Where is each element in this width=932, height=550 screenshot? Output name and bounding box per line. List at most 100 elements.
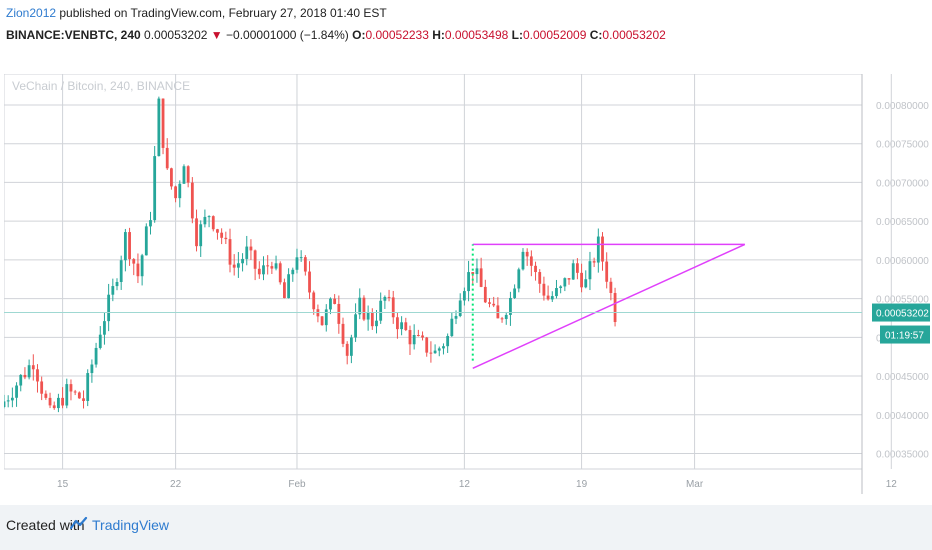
candle-body [580, 272, 583, 288]
candle-body [15, 385, 18, 398]
candle-body [446, 335, 450, 347]
candle-body [178, 183, 182, 199]
candle-body [379, 300, 383, 321]
candle-body [61, 397, 64, 406]
candle-body [161, 98, 165, 148]
candle-body [48, 397, 52, 406]
x-tick-label: 12 [886, 479, 898, 490]
candle-body [425, 337, 429, 353]
down-arrow-icon: ▼ [210, 28, 223, 42]
candle-body [220, 232, 224, 238]
candle-body [605, 261, 609, 282]
candle-body [575, 263, 579, 273]
candle-body [333, 298, 337, 304]
chart-frame[interactable]: 0.00080000 0.00075000 0.00070000 0.00065000… [2, 73, 932, 494]
candle-body [538, 272, 542, 284]
candle-body [241, 258, 244, 264]
candle-body [52, 405, 56, 409]
y-tick-label: 0.00045000 [876, 372, 929, 383]
candle-body [509, 297, 512, 315]
candle-body [27, 365, 31, 378]
candle-body [90, 364, 94, 374]
countdown-tag-label: 01:19:57 [885, 331, 924, 342]
plot-area[interactable] [3, 73, 863, 470]
candle-body [521, 251, 525, 270]
candle-body [266, 265, 270, 267]
candle-body [475, 268, 479, 275]
candle-body [303, 257, 307, 272]
candle-body [115, 282, 119, 287]
candle-body [82, 398, 85, 401]
candle-body [584, 279, 588, 288]
candle-body [563, 278, 567, 287]
candle-body [458, 300, 462, 317]
y-tick-label: 0.00075000 [876, 140, 929, 151]
candle-body [224, 237, 228, 240]
candle-body [400, 322, 404, 330]
candle-body [529, 256, 533, 266]
candle-body [592, 261, 596, 263]
candle-body [341, 323, 345, 344]
candle-body [270, 266, 274, 269]
candle-body [10, 397, 14, 401]
candle-body [40, 381, 44, 394]
candle-body [442, 346, 445, 349]
tradingview-logo-icon[interactable] [70, 515, 88, 533]
x-tick-label: 19 [576, 479, 588, 490]
candle-body [36, 369, 39, 382]
ohlc-line: BINANCE:VENBTC, 240 0.00053202 ▼ −0.0000… [6, 28, 926, 48]
candle-body [245, 246, 249, 259]
high-value: 0.00053498 [444, 28, 509, 42]
symbol-label[interactable]: BINANCE:VENBTC, 240 [6, 28, 141, 42]
candle-body [613, 292, 617, 323]
last-price-tag-label: 0.00053202 [876, 309, 929, 320]
candle-body [337, 303, 341, 324]
high-label: H: [432, 28, 445, 42]
candle-body [517, 269, 521, 289]
candle-body [504, 314, 508, 320]
candle-body [555, 288, 558, 297]
candle-body [320, 316, 324, 326]
candle-body [165, 147, 169, 169]
candle-body [588, 261, 592, 280]
candle-body [203, 216, 207, 225]
candle-body [111, 286, 115, 295]
x-tick-label: Feb [288, 479, 306, 490]
candle-body [153, 156, 157, 221]
author-link[interactable]: Zion2012 [6, 6, 57, 20]
candle-body [383, 296, 387, 301]
candle-body [433, 350, 437, 354]
candle-body [312, 292, 316, 310]
candle-body [274, 263, 278, 269]
candle-body [324, 309, 328, 326]
candle-body [467, 272, 470, 292]
candle-body [349, 337, 353, 356]
candle-body [44, 393, 48, 398]
y-tick-label: 0.00065000 [876, 217, 929, 228]
x-tick-label: Mar [686, 479, 704, 490]
candle-body [207, 216, 211, 218]
last-price-tag [872, 303, 932, 322]
tradingview-brand[interactable]: TradingView [92, 517, 170, 533]
candle-body [23, 374, 27, 378]
candle-body [488, 302, 491, 304]
candle-body [542, 283, 546, 296]
candle-body [408, 330, 412, 345]
published-text: published on TradingView.com, February 2… [56, 6, 387, 20]
candle-body [354, 314, 357, 338]
candlestick-chart[interactable]: 0.00080000 0.00075000 0.00070000 0.00065000… [2, 73, 932, 494]
support-trendline[interactable] [472, 243, 746, 369]
open-value: 0.00052233 [365, 28, 429, 42]
candle-body [567, 278, 571, 280]
chart-watermark: VeChain / Bitcoin, 240, BINANCE [12, 79, 190, 93]
candle-body [387, 296, 391, 298]
candle-body [454, 316, 458, 319]
candle-body [77, 392, 81, 399]
x-tick-label: 12 [459, 479, 471, 490]
chart-header: Zion2012 published on TradingView.com, F… [6, 6, 926, 48]
candle-body [186, 166, 190, 183]
candle-body [232, 264, 236, 268]
y-tick-label: 0.00060000 [876, 256, 929, 267]
candle-body [362, 297, 366, 320]
candle-body [358, 297, 362, 315]
